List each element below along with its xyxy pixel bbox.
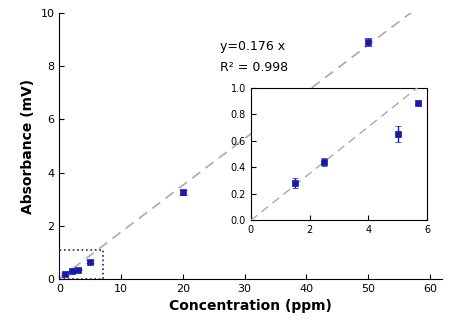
Bar [59,250,102,279]
X-axis label: Concentration (ppm): Concentration (ppm) [169,299,332,313]
Y-axis label: Absorbance (mV): Absorbance (mV) [21,78,35,214]
Text: y=0.176 x: y=0.176 x [219,40,284,53]
Text: R² = 0.998: R² = 0.998 [219,61,288,74]
